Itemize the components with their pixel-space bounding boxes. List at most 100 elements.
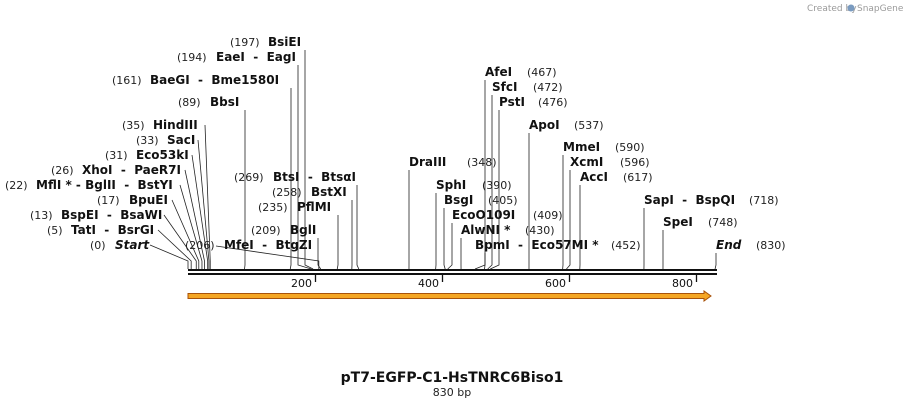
site-bspei-bsawi[interactable]: (13) BspEI - BsaWI — [30, 208, 162, 222]
site-baegi-bme1580i[interactable]: (161) BaeGI - Bme1580I — [112, 73, 279, 87]
site-name: AfeI — [485, 65, 512, 79]
site-bbsi[interactable]: (89) BbsI — [178, 95, 239, 109]
site-name: BsiEI — [268, 35, 301, 49]
feature-arrow — [187, 290, 712, 302]
tick-label-200: 200 — [291, 277, 312, 290]
tick-label-600: 600 — [545, 277, 566, 290]
site-tati-bsrgi[interactable]: (5) TatI - BsrGI — [47, 223, 154, 237]
site-hindiii[interactable]: (35) HindIII — [122, 118, 198, 132]
site-name: ApoI — [529, 118, 560, 132]
site-mfli-bglii-bstyi[interactable]: (22) MflI * - BglII - BstYI — [5, 178, 173, 192]
site-name: BbsI — [210, 95, 239, 109]
site-connector-line — [487, 95, 493, 270]
site-sfci[interactable]: SfcI (472) — [492, 80, 563, 94]
site-acci[interactable]: AccI (617) — [580, 170, 653, 184]
site-position: (0) — [90, 239, 106, 252]
tick-label-400: 400 — [418, 277, 439, 290]
site-spei[interactable]: SpeI (748) — [663, 215, 738, 229]
site-eaei-eagi[interactable]: (194) EaeI - EagI — [177, 50, 296, 64]
site-connector-line — [149, 244, 189, 269]
site-connector-line — [336, 215, 339, 270]
site-bsiei[interactable]: (197) BsiEI — [230, 35, 301, 49]
site-position: (830) — [756, 239, 786, 252]
site-ecoo109i[interactable]: EcoO109I (409) — [452, 208, 563, 222]
site-name: Eco53kI — [136, 148, 189, 162]
site-position: (405) — [488, 194, 518, 207]
site-name: EcoO109I — [452, 208, 515, 222]
site-connector-line — [289, 88, 292, 270]
site-position: (194) — [177, 51, 207, 64]
site-name: AccI — [580, 170, 608, 184]
site-bpuei[interactable]: (17) BpuEI — [97, 193, 168, 207]
site-psti[interactable]: PstI (476) — [499, 95, 568, 109]
site-name: BsgI — [444, 193, 473, 207]
site-connector-line — [714, 253, 717, 270]
site-xhoi-paer7i[interactable]: (26) XhoI - PaeR7I — [51, 163, 181, 177]
site-connector-line — [447, 223, 453, 270]
site-connector-line — [304, 50, 314, 270]
site-name: MmeI — [563, 140, 600, 154]
site-position: (161) — [112, 74, 142, 87]
site-sapi-bspqi[interactable]: SapI - BspQI (718) — [644, 193, 779, 207]
site-position: (258) — [272, 186, 302, 199]
site-position: (390) — [482, 179, 512, 192]
site-name: TatI - BsrGI — [71, 223, 154, 237]
site-afei[interactable]: AfeI (467) — [485, 65, 557, 79]
site-position: (472) — [533, 81, 563, 94]
site-name: SapI - BspQI — [644, 193, 735, 207]
site-position: (197) — [230, 36, 260, 49]
site-name: BtsI - BtsαI — [273, 170, 356, 184]
site-connector-line — [163, 214, 197, 269]
site-btsi-btsai[interactable]: (269) BtsI - BtsαI — [234, 170, 356, 184]
tick-marks: 200 400 600 800 — [291, 275, 698, 290]
site-position: (467) — [527, 66, 557, 79]
site-bstxi[interactable]: (258) BstXI — [272, 185, 347, 199]
site-position: (33) — [136, 134, 159, 147]
site-saci[interactable]: (33) SacI — [136, 133, 195, 147]
site-alwni[interactable]: AlwNI * (430) — [461, 223, 555, 237]
site-draiii[interactable]: DraIII (348) — [409, 155, 497, 169]
site-position: (89) — [178, 96, 201, 109]
site-xcmi[interactable]: XcmI (596) — [570, 155, 650, 169]
credit-prefix: Created by — [807, 4, 857, 14]
site-name: SpeI — [663, 215, 693, 229]
site-pflmi[interactable]: (235) PflMI — [258, 200, 331, 214]
credit: Created by SnapGene — [807, 4, 904, 14]
site-apoi[interactable]: ApoI (537) — [529, 118, 604, 132]
map-length: 830 bp — [433, 386, 471, 399]
site-position: (348) — [467, 156, 497, 169]
site-mmei[interactable]: MmeI (590) — [563, 140, 645, 154]
site-connector-line — [171, 199, 200, 269]
enzyme-sites: (0) Start (5) TatI - BsrGI (13) BspEI - … — [5, 35, 786, 252]
site-connector-line — [317, 238, 322, 270]
site-name: SacI — [167, 133, 195, 147]
site-position: (718) — [749, 194, 779, 207]
site-start[interactable]: (0) Start — [90, 238, 150, 252]
site-eco53ki[interactable]: (31) Eco53kI — [105, 148, 189, 162]
site-connector-line — [204, 124, 211, 269]
site-position: (617) — [623, 171, 653, 184]
site-mfei-btgzi[interactable]: (206) MfeI - BtgZI — [185, 238, 312, 252]
site-position: (22) — [5, 179, 28, 192]
site-bpmi-eco57mi[interactable]: BpmI - Eco57MI * (452) — [475, 238, 641, 252]
site-name: AlwNI * — [461, 223, 511, 237]
site-connectors — [149, 50, 717, 270]
site-connector-line — [566, 170, 571, 270]
site-position: (748) — [708, 216, 738, 229]
site-position: (452) — [611, 239, 641, 252]
site-position: (537) — [574, 119, 604, 132]
site-position: (596) — [620, 156, 650, 169]
site-connector-line — [197, 139, 210, 269]
site-end[interactable]: End (830) — [716, 238, 786, 252]
site-connector-line — [297, 65, 312, 270]
site-connector-line — [490, 110, 500, 270]
site-bgli[interactable]: (209) BglI — [251, 223, 316, 237]
site-sphi[interactable]: SphI (390) — [436, 178, 512, 192]
site-connector-line — [443, 208, 446, 270]
site-bsgi[interactable]: BsgI (405) — [444, 193, 518, 207]
map-title: pT7-EGFP-C1-HsTNRC6Biso1 — [341, 370, 564, 386]
site-position: (17) — [97, 194, 120, 207]
site-name: BstXI — [311, 185, 347, 199]
site-name: SphI — [436, 178, 466, 192]
